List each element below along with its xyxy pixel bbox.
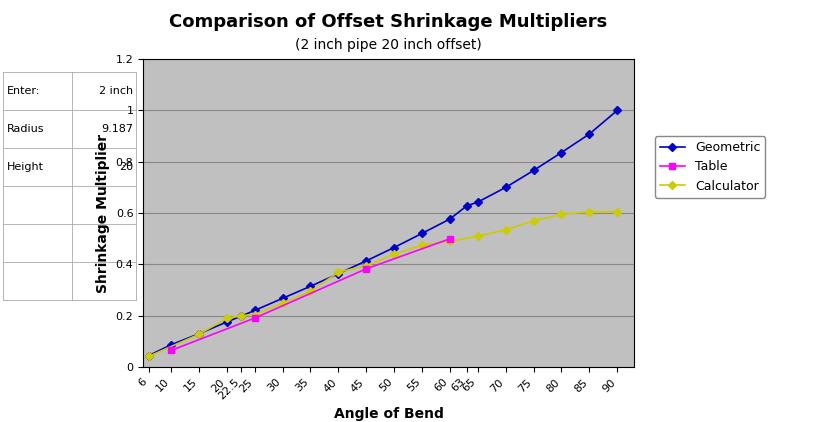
Calculator [334, 270, 344, 275]
Geometric [222, 319, 231, 325]
Calculator [144, 354, 154, 359]
Calculator [249, 312, 259, 317]
Text: Height: Height [7, 162, 44, 172]
Calculator [501, 227, 510, 233]
Calculator [417, 243, 427, 248]
Y-axis label: Shrinkage Multiplier: Shrinkage Multiplier [97, 133, 110, 293]
Calculator [389, 252, 399, 257]
Geometric [613, 108, 622, 113]
Line: Calculator: Calculator [146, 209, 620, 359]
Geometric [389, 245, 399, 250]
Text: Enter:: Enter: [7, 86, 41, 96]
Text: (2 inch pipe 20 inch offset): (2 inch pipe 20 inch offset) [295, 38, 482, 52]
Text: 20: 20 [119, 162, 133, 172]
Geometric [461, 203, 471, 208]
Calculator [306, 289, 316, 294]
Geometric [236, 314, 245, 319]
Geometric [166, 342, 176, 347]
Text: Comparison of Offset Shrinkage Multipliers: Comparison of Offset Shrinkage Multiplie… [169, 13, 608, 31]
Table [249, 316, 259, 321]
Calculator [277, 300, 287, 306]
Text: 2 inch: 2 inch [99, 86, 133, 96]
Geometric [473, 200, 483, 205]
Text: Radius: Radius [7, 124, 45, 134]
Line: Table: Table [168, 235, 453, 354]
Geometric [334, 271, 344, 276]
Geometric [584, 132, 594, 137]
Geometric [528, 168, 538, 173]
Geometric [144, 353, 154, 358]
Legend: Geometric, Table, Calculator: Geometric, Table, Calculator [655, 136, 766, 197]
Calculator [445, 239, 455, 244]
Calculator [236, 313, 245, 318]
Geometric [277, 296, 287, 301]
Geometric [362, 258, 371, 263]
Calculator [613, 209, 622, 214]
Calculator [473, 234, 483, 239]
Geometric [445, 216, 455, 222]
Calculator [194, 332, 204, 337]
Table [166, 348, 176, 353]
Geometric [249, 308, 259, 313]
Line: Geometric: Geometric [146, 108, 620, 358]
Geometric [501, 185, 510, 190]
Table [362, 266, 371, 271]
Geometric [194, 331, 204, 336]
Text: 9.187: 9.187 [101, 124, 133, 134]
Geometric [417, 231, 427, 236]
Calculator [222, 316, 231, 321]
Geometric [556, 150, 566, 155]
Geometric [306, 284, 316, 289]
Table [445, 236, 455, 241]
X-axis label: Angle of Bend: Angle of Bend [334, 407, 443, 421]
Calculator [362, 263, 371, 268]
Calculator [584, 209, 594, 214]
Calculator [528, 218, 538, 223]
Calculator [556, 212, 566, 217]
